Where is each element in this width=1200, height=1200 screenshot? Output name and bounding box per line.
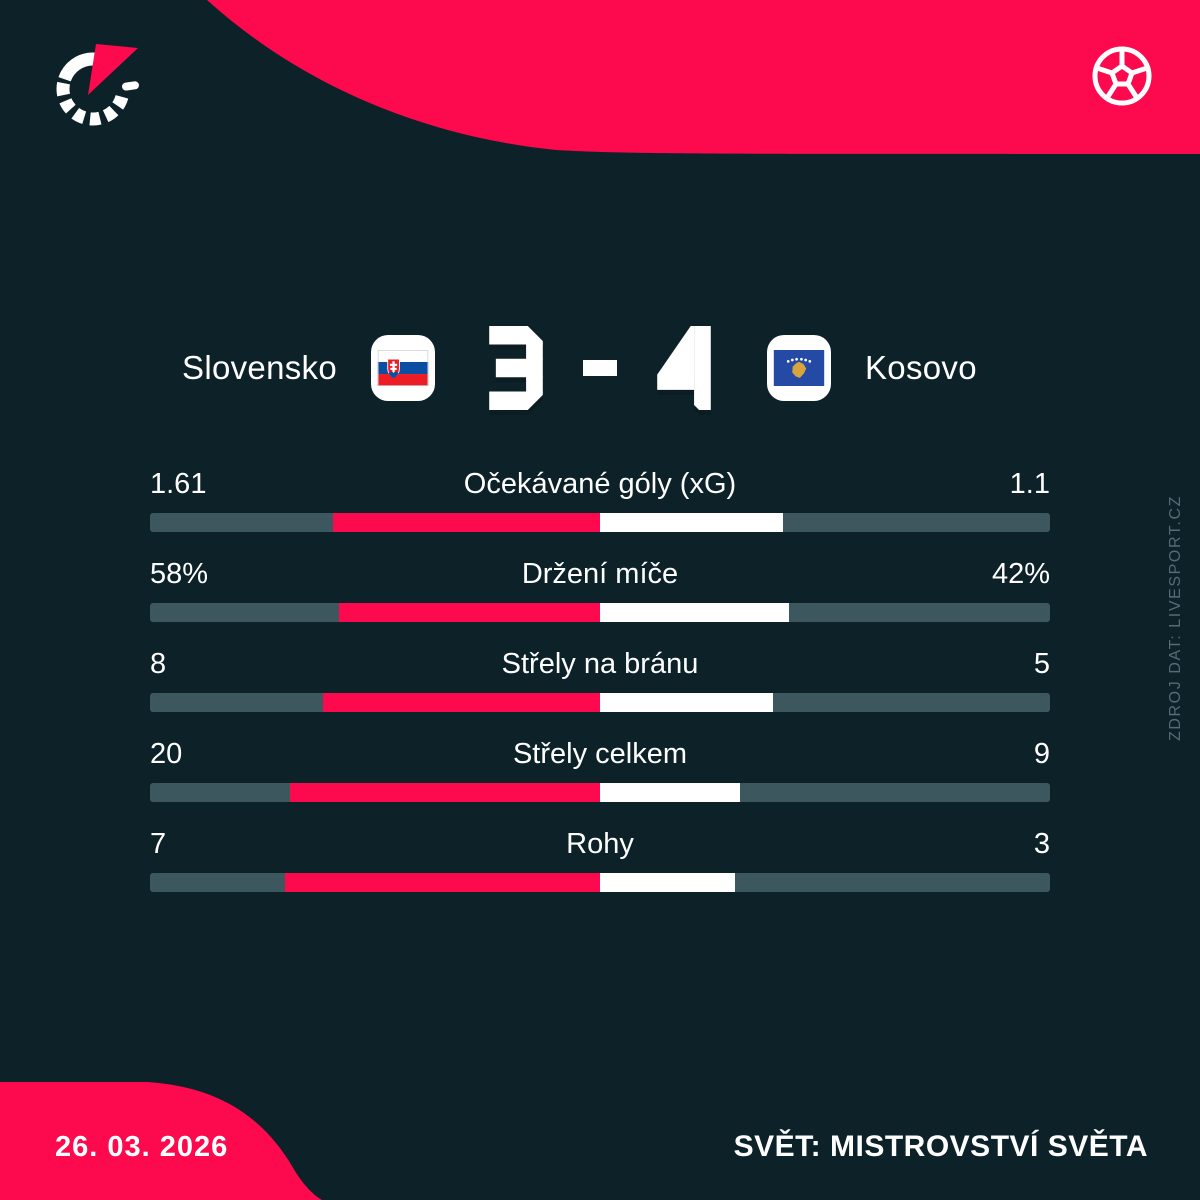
stat-bar <box>150 513 1050 532</box>
stat-home-value: 58% <box>150 558 209 590</box>
stat-row: 58% Držení míče 42% <box>150 558 1050 648</box>
stat-home-value: 8 <box>150 648 167 680</box>
stat-away-value: 1.1 <box>1009 468 1050 500</box>
livesport-logo-icon <box>56 44 139 126</box>
kosovo-flag-icon <box>773 350 825 386</box>
away-team-name: Kosovo <box>865 349 977 386</box>
bar-right-fill <box>600 513 783 532</box>
stat-bar <box>150 783 1050 802</box>
bar-left-fill <box>285 873 600 892</box>
slovakia-flag-icon <box>377 350 429 386</box>
bar-right-fill <box>600 873 735 892</box>
away-flag-badge <box>767 335 831 401</box>
stat-bar <box>150 693 1050 712</box>
competition-name: SVĚT: MISTROVSTVÍ SVĚTA <box>733 1130 1148 1163</box>
stat-away-value: 5 <box>1033 648 1050 680</box>
stats-panel: 1.61 Očekávané góly (xG) 1.1 58% Držení … <box>150 468 1050 918</box>
source-note: ZDROJ DAT: LIVESPORT.CZ <box>1167 494 1184 742</box>
away-score <box>653 326 715 410</box>
home-team-name: Slovensko <box>182 349 337 386</box>
home-flag-badge <box>371 335 435 401</box>
away-team: Kosovo <box>715 335 1200 401</box>
stat-row: 8 Střely na bránu 5 <box>150 648 1050 738</box>
stat-bar <box>150 603 1050 622</box>
home-score <box>485 326 547 410</box>
score-separator <box>583 360 617 376</box>
stat-away-value: 9 <box>1033 738 1050 770</box>
stat-label: Rohy <box>566 828 634 860</box>
match-date: 26. 03. 2026 <box>55 1131 229 1163</box>
stat-label: Střely na bránu <box>501 648 699 680</box>
stat-row: 7 Rohy 3 <box>150 828 1050 918</box>
stat-away-value: 3 <box>1033 828 1050 860</box>
stat-row: 1.61 Očekávané góly (xG) 1.1 <box>150 468 1050 558</box>
home-team: Slovensko <box>0 335 485 401</box>
stat-row: 20 Střely celkem 9 <box>150 738 1050 828</box>
stat-home-value: 7 <box>150 828 167 860</box>
stat-label: Očekávané góly (xG) <box>463 468 737 500</box>
bar-left-fill <box>323 693 600 712</box>
bar-left-fill <box>289 783 600 802</box>
stat-home-value: 1.61 <box>150 468 207 500</box>
stat-away-value: 42% <box>991 558 1050 590</box>
match-header: Slovensko <box>0 322 1200 414</box>
stat-label: Střely celkem <box>512 738 688 770</box>
score <box>485 326 715 410</box>
bar-right-fill <box>600 783 740 802</box>
stat-bar <box>150 873 1050 892</box>
stat-home-value: 20 <box>150 738 183 770</box>
bar-right-fill <box>600 693 774 712</box>
bar-left-fill <box>332 513 600 532</box>
bar-left-fill <box>339 603 600 622</box>
football-icon <box>1092 46 1152 106</box>
bar-right-fill <box>600 603 789 622</box>
top-red-banner <box>207 0 1200 154</box>
stat-label: Držení míče <box>521 558 679 590</box>
bottom-red-banner <box>0 1082 322 1200</box>
